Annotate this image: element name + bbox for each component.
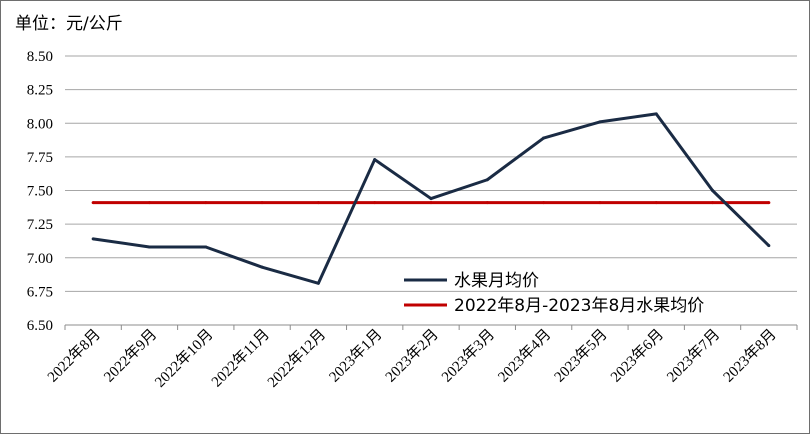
data-point xyxy=(91,237,95,241)
x-tick-label: 2023年2月 xyxy=(382,326,442,386)
data-point xyxy=(767,244,771,248)
y-tick-label: 8.00 xyxy=(27,116,53,132)
x-tick-label: 2023年4月 xyxy=(495,326,555,386)
x-tick-label: 2023年6月 xyxy=(607,326,667,386)
x-tick-label: 2022年11月 xyxy=(208,326,273,391)
data-point xyxy=(204,201,208,205)
data-point xyxy=(316,201,320,205)
x-tick-label: 2022年10月 xyxy=(152,326,217,391)
unit-label: 单位：元/公斤 xyxy=(15,14,123,34)
data-point xyxy=(711,201,715,205)
x-tick-label: 2023年8月 xyxy=(720,326,780,386)
series-lines xyxy=(91,112,771,285)
data-point xyxy=(542,201,546,205)
legend: 水果月均价 2022年8月-2023年8月水果均价 xyxy=(404,271,704,316)
y-tick-label: 8.50 xyxy=(27,49,53,65)
data-point xyxy=(542,136,546,140)
y-tick-label: 7.00 xyxy=(27,251,53,267)
data-point xyxy=(260,201,264,205)
y-tick-label: 7.50 xyxy=(27,184,53,200)
y-tick-label: 6.50 xyxy=(27,318,53,334)
data-point xyxy=(147,201,151,205)
x-tick-label: 2023年5月 xyxy=(551,326,611,386)
data-point xyxy=(91,201,95,205)
y-tick-label: 6.75 xyxy=(27,284,53,300)
data-point xyxy=(260,265,264,269)
x-tick-label: 2022年8月 xyxy=(44,326,104,386)
y-tick-label: 7.75 xyxy=(27,150,53,166)
data-point xyxy=(485,178,489,182)
data-point xyxy=(429,201,433,205)
data-point xyxy=(654,112,658,116)
data-point xyxy=(147,245,151,249)
gridlines xyxy=(65,55,797,292)
x-tick-label: 2022年9月 xyxy=(101,326,161,386)
y-tick-label: 7.25 xyxy=(27,217,53,233)
data-point xyxy=(373,158,377,162)
data-point xyxy=(316,281,320,285)
data-point xyxy=(598,120,602,124)
legend-label: 水果月均价 xyxy=(454,271,539,291)
data-point xyxy=(204,245,208,249)
axes: 6.50 6.75 7.00 7.25 7.50 7.75 8.00 8.25 8.50 2022… xyxy=(27,49,798,391)
data-point xyxy=(485,201,489,205)
data-point xyxy=(711,189,715,192)
data-point xyxy=(767,201,771,205)
data-point xyxy=(598,201,602,205)
x-tick-label: 2022年12月 xyxy=(264,326,329,391)
data-point xyxy=(373,201,377,205)
x-tick-label: 2023年7月 xyxy=(664,326,724,386)
y-tick-label: 8.25 xyxy=(27,83,53,99)
legend-label: 2022年8月-2023年8月水果均价 xyxy=(454,296,704,316)
x-tick-label: 2023年3月 xyxy=(438,326,498,386)
data-point xyxy=(654,201,658,205)
data-point xyxy=(429,197,433,201)
x-tick-label: 2023年1月 xyxy=(326,326,386,386)
